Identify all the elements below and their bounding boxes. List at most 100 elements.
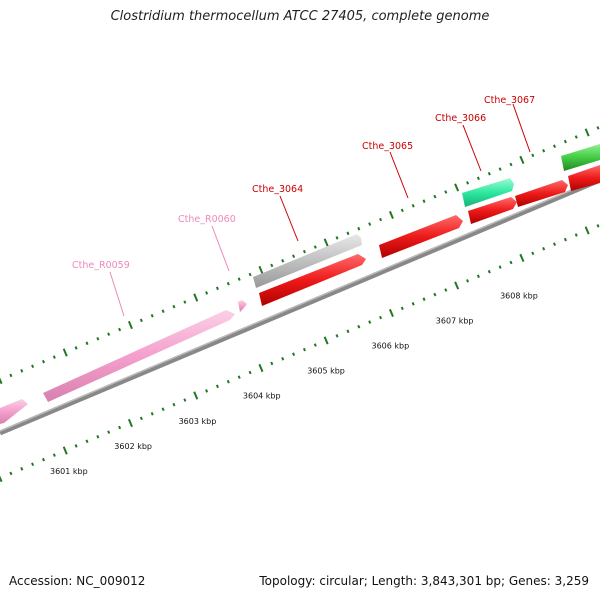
feature-cthe-3066[interactable] — [462, 178, 514, 207]
feature-green-right[interactable] — [561, 144, 600, 171]
ruler-label: 3602 kbp — [114, 442, 152, 451]
feature-cthe-3067[interactable] — [515, 180, 568, 207]
major-tick — [127, 320, 133, 330]
feature-rna-partial[interactable] — [0, 399, 28, 424]
minor-tick — [139, 416, 143, 421]
minor-tick — [498, 265, 502, 269]
minor-tick — [205, 389, 209, 393]
major-tick — [258, 265, 264, 275]
minor-tick — [205, 291, 209, 295]
minor-tick — [107, 430, 111, 434]
minor-tick — [20, 467, 24, 471]
feature-cthe-r0059[interactable] — [43, 310, 235, 402]
minor-tick — [52, 453, 56, 457]
label-cthe-3066: Cthe_3066 — [435, 113, 486, 124]
minor-tick — [41, 457, 46, 462]
major-tick — [388, 210, 394, 219]
ruler-label: 3605 kbp — [307, 367, 345, 376]
minor-tick — [107, 332, 111, 336]
minor-tick — [52, 355, 56, 359]
minor-tick — [444, 190, 448, 194]
ruler-label: 3607 kbp — [436, 316, 474, 325]
minor-tick — [487, 171, 491, 176]
minor-tick — [248, 272, 252, 277]
genome-title: Clostridium thermocellum ATCC 27405, com… — [110, 9, 490, 24]
minor-tick — [292, 352, 296, 356]
minor-tick — [215, 384, 219, 389]
minor-tick — [161, 309, 165, 313]
minor-tick — [346, 231, 350, 236]
major-tick — [62, 348, 68, 357]
major-tick — [127, 418, 133, 428]
minor-tick — [248, 370, 252, 375]
accession-text: Accession: NC_009012 — [9, 574, 146, 588]
minor-tick — [302, 249, 306, 254]
major-tick — [388, 308, 394, 317]
minor-tick — [31, 364, 35, 369]
ruler-label: 3608 kbp — [500, 291, 538, 300]
minor-tick — [400, 208, 404, 213]
minor-tick — [552, 242, 557, 246]
feature-cthe-3065[interactable] — [379, 215, 463, 258]
minor-tick — [433, 194, 437, 199]
major-tick — [519, 253, 525, 262]
minor-tick — [335, 334, 339, 338]
minor-tick — [444, 288, 448, 292]
minor-tick — [542, 247, 546, 251]
minor-tick — [531, 251, 535, 256]
minor-tick — [531, 153, 535, 158]
minor-tick — [139, 318, 143, 323]
minor-tick — [596, 224, 600, 228]
minor-tick — [563, 139, 567, 144]
minor-tick — [150, 412, 154, 416]
ruler-label: 3603 kbp — [179, 417, 217, 426]
minor-tick — [281, 357, 285, 361]
minor-tick — [411, 204, 415, 208]
minor-tick — [357, 226, 361, 231]
minor-tick — [85, 439, 89, 444]
feature-cthe-r0060[interactable] — [238, 300, 247, 312]
minor-tick — [476, 274, 480, 279]
minor-tick — [313, 245, 317, 249]
minor-tick — [574, 135, 578, 139]
minor-tick — [335, 236, 339, 240]
minor-tick — [552, 144, 557, 148]
minor-tick — [270, 361, 274, 366]
minor-tick — [368, 320, 372, 324]
minor-tick — [313, 343, 317, 347]
minor-tick — [41, 359, 46, 364]
minor-tick — [118, 425, 122, 430]
minor-tick — [96, 435, 100, 439]
minor-tick — [183, 398, 187, 402]
label-cthe-r0059: Cthe_R0059 — [72, 260, 130, 271]
minor-tick — [215, 286, 219, 291]
minor-tick — [422, 297, 426, 301]
minor-tick — [20, 369, 24, 373]
minor-tick — [31, 462, 35, 467]
feature-cthe-3064[interactable] — [253, 234, 362, 288]
major-tick — [454, 183, 460, 192]
minor-tick — [9, 373, 13, 378]
minor-tick — [237, 277, 241, 281]
minor-tick — [466, 181, 470, 185]
feature-red-right[interactable] — [568, 165, 600, 191]
sequence-backbone — [0, 177, 600, 436]
minor-tick — [379, 315, 383, 320]
minor-tick — [292, 254, 296, 258]
minor-tick — [542, 149, 546, 153]
label-cthe-3067: Cthe_3067 — [484, 95, 535, 106]
major-tick — [584, 226, 590, 235]
minor-tick — [9, 471, 13, 476]
ruler-track — [0, 224, 600, 483]
minor-tick — [226, 281, 230, 286]
genome-summary-text: Topology: circular; Length: 3,843,301 bp… — [259, 574, 589, 588]
feature-red-1[interactable] — [259, 254, 366, 306]
minor-tick — [357, 324, 361, 329]
minor-tick — [368, 222, 372, 226]
minor-tick — [346, 329, 350, 334]
minor-tick — [183, 300, 187, 304]
minor-tick — [172, 402, 176, 407]
major-tick — [323, 336, 329, 345]
minor-tick — [498, 167, 502, 171]
feature-red-2[interactable] — [468, 197, 517, 224]
